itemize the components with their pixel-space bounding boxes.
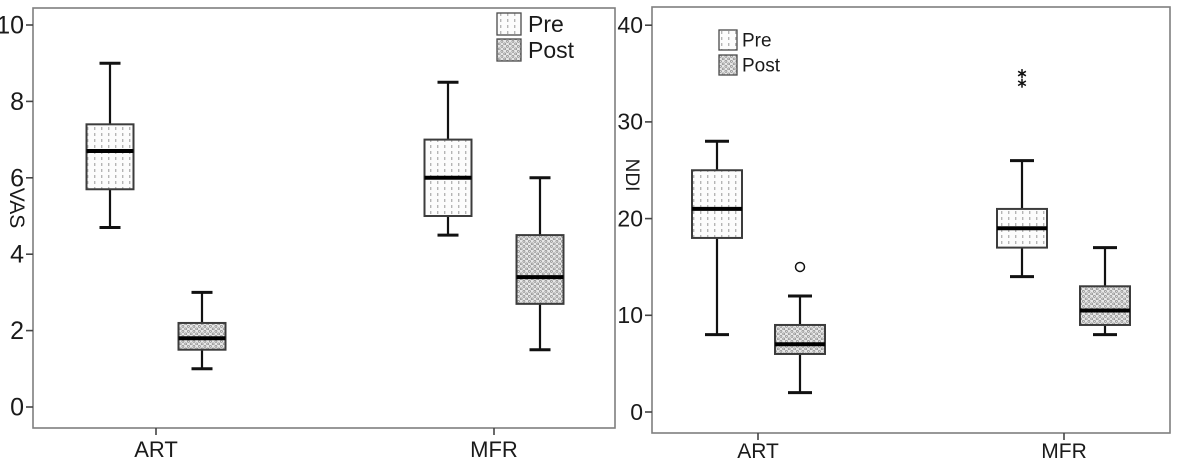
legend-label: Post: [742, 55, 781, 76]
iqr-box: [85, 123, 135, 191]
legend: Pre Post: [718, 29, 781, 76]
y-tick-label: 0: [10, 394, 24, 422]
legend-swatch-pre: [496, 12, 522, 36]
chart-ndi: 0 10 20 30 40 ART MFR NDI Pre Post: [617, 6, 1171, 461]
y-tick-label: 30: [617, 109, 643, 135]
plot-frame: [651, 6, 1171, 434]
iqr-box: [691, 169, 743, 239]
y-tick-label: 10: [617, 302, 643, 328]
outlier-asterisk-arm: [1017, 70, 1027, 77]
outlier-asterisk-arm: [1017, 80, 1027, 87]
legend-swatch-pre: [718, 29, 738, 51]
box-MFR-Post: [1079, 246, 1131, 337]
plot-frame: [32, 7, 616, 429]
y-tick-label: 0: [630, 399, 643, 425]
legend-label: Pre: [742, 30, 772, 51]
legend-swatch-post: [718, 54, 738, 76]
x-category-label: ART: [134, 437, 178, 461]
y-axis-title: VAS: [5, 188, 28, 228]
y-tick-label: 6: [10, 164, 24, 192]
legend-swatch-post: [496, 38, 522, 62]
legend-label: Post: [528, 37, 575, 63]
iqr-box: [1079, 285, 1131, 326]
y-tick-label: 2: [10, 317, 24, 345]
box-ART-Post: [774, 261, 826, 395]
iqr-box: [774, 323, 826, 355]
y-tick-label: 4: [10, 241, 24, 269]
y-tick-label: 20: [617, 205, 643, 231]
box-MFR-Pre: [423, 80, 473, 237]
box-ART-Pre: [85, 61, 135, 229]
x-category-label: MFR: [470, 437, 518, 461]
box-MFR-Pre: [996, 69, 1048, 279]
y-tick-label: 40: [617, 12, 643, 38]
y-axis-title: NDI: [621, 159, 642, 192]
y-tick-label: 10: [0, 12, 24, 40]
legend-label: Pre: [528, 11, 564, 37]
x-category-label: MFR: [1041, 440, 1087, 461]
iqr-box: [515, 234, 565, 305]
box-ART-Pre: [691, 139, 743, 337]
box-MFR-Post: [515, 176, 565, 352]
y-tick-label: 8: [10, 88, 24, 116]
x-category-label: ART: [737, 440, 779, 461]
box-ART-Post: [177, 290, 227, 371]
outlier-circle: [794, 261, 806, 273]
